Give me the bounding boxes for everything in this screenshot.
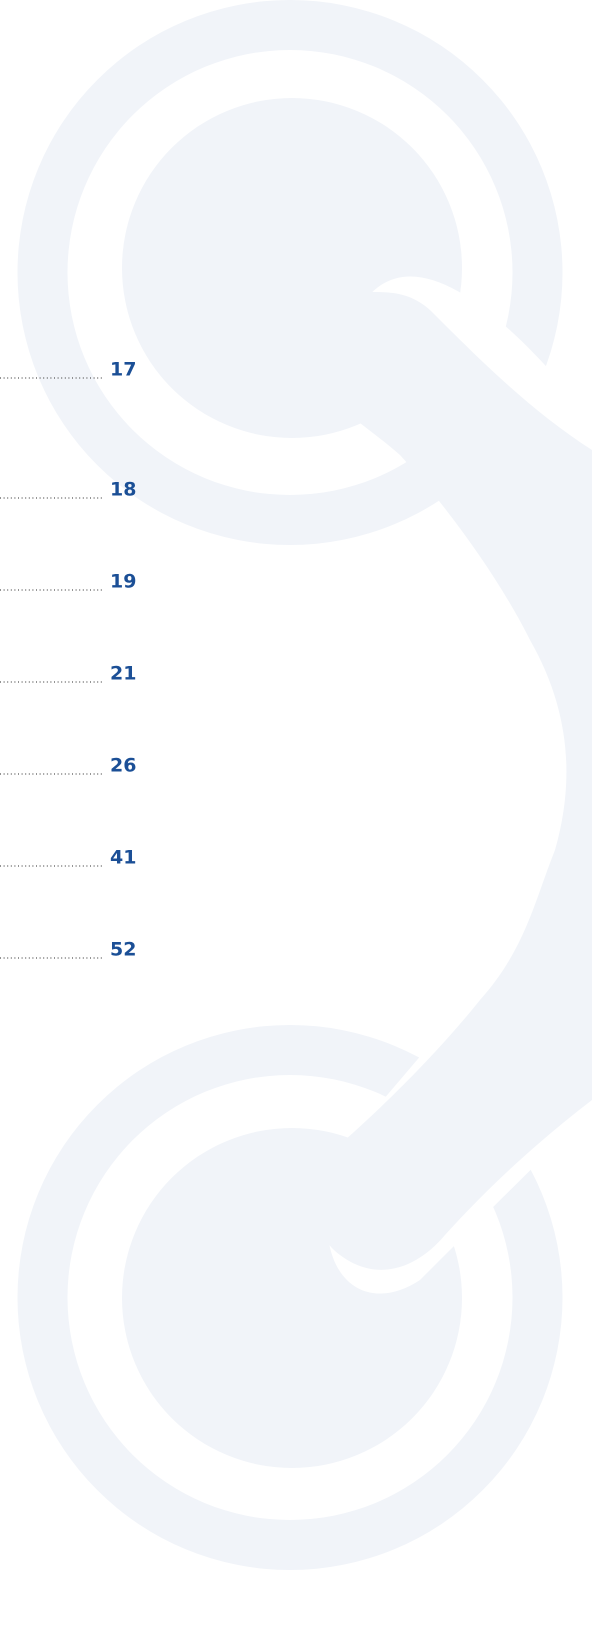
page-number: 26 — [110, 755, 136, 777]
page-number: 21 — [110, 663, 136, 685]
page-number: 52 — [110, 939, 136, 961]
page-number: 41 — [110, 847, 136, 869]
ornament-band — [308, 292, 592, 1270]
background-ornament — [18, 0, 563, 1570]
page-number: 17 — [110, 359, 136, 381]
page-number: 18 — [110, 479, 136, 501]
page: 17 18 19 21 26 41 52 — [0, 0, 592, 1632]
page-number: 19 — [110, 571, 136, 593]
